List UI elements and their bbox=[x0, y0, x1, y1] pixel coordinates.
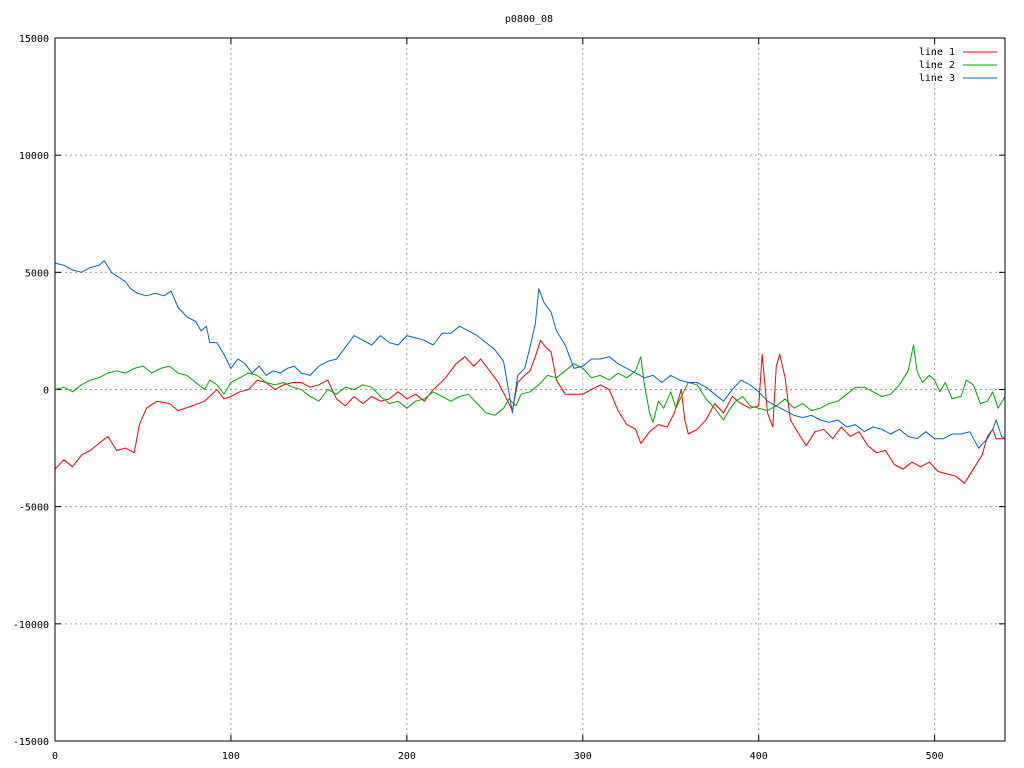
plot-frame bbox=[54, 37, 1006, 742]
y-tick-label: -5000 bbox=[19, 503, 49, 514]
y-tick-label: 0 bbox=[43, 386, 49, 397]
chart-title: p0800_08 bbox=[505, 14, 553, 25]
legend-label: line 1 bbox=[919, 47, 955, 58]
x-tick-label: 400 bbox=[750, 751, 768, 762]
y-tick-label: -10000 bbox=[13, 620, 49, 631]
x-tick-label: 0 bbox=[52, 751, 58, 762]
x-tick-label: 500 bbox=[926, 751, 944, 762]
series-line-3 bbox=[54, 260, 1006, 449]
x-tick-label: 200 bbox=[398, 751, 416, 762]
y-tick-label: 5000 bbox=[25, 268, 49, 279]
y-tick-label: 15000 bbox=[19, 34, 49, 45]
grid bbox=[55, 38, 1005, 741]
legend-label: line 3 bbox=[919, 73, 955, 84]
x-tick-label: 100 bbox=[222, 751, 240, 762]
legend-label: line 2 bbox=[919, 60, 955, 71]
y-tick-label: 10000 bbox=[19, 151, 49, 162]
x-tick-label: 300 bbox=[574, 751, 592, 762]
series-lines bbox=[54, 260, 1006, 484]
series-line-2 bbox=[54, 344, 1006, 423]
y-tick-label: -15000 bbox=[13, 737, 49, 748]
legend: line 1 line 2 line 3 bbox=[919, 47, 997, 84]
axis-ticks: 0 100 200 300 400 500 -15000 -10000 -5000 0 5000 10… bbox=[13, 34, 1005, 762]
series-line-1 bbox=[54, 339, 1005, 484]
